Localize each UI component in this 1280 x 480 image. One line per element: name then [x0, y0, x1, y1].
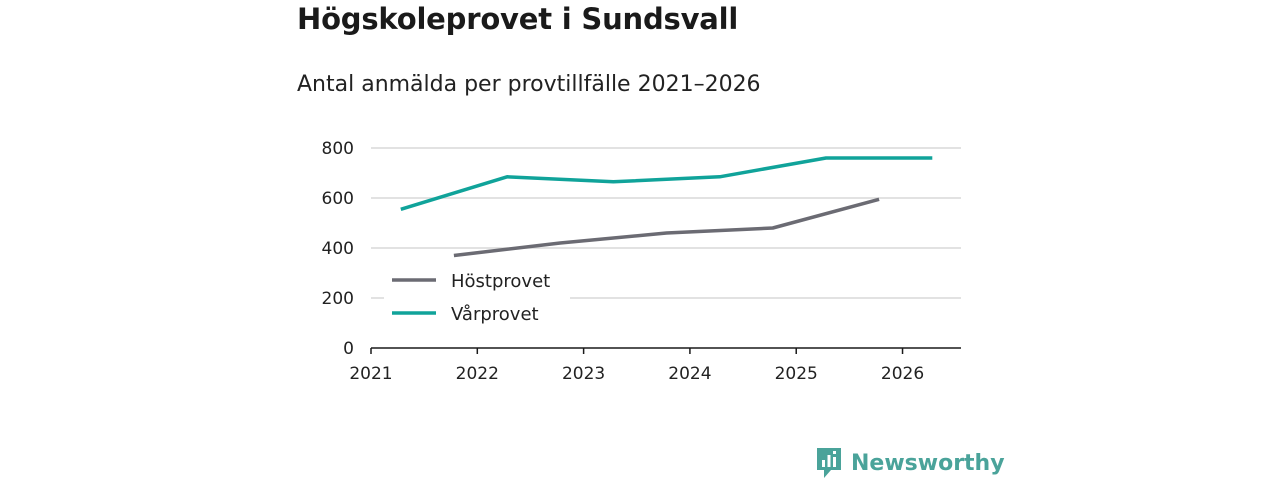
legend-background — [384, 263, 570, 335]
x-tick-label: 2025 — [775, 364, 818, 384]
y-tick-label: 0 — [343, 339, 354, 359]
x-axis-tick-labels: 2021 2022 2023 2024 2025 2026 — [349, 364, 924, 384]
y-axis-tick-labels: 0 200 400 600 800 — [322, 139, 354, 359]
brand-name: Newsworthy — [851, 450, 1005, 476]
legend-label: Vårprovet — [451, 304, 539, 325]
y-tick-label: 200 — [322, 289, 354, 309]
legend: Höstprovet Vårprovet — [384, 263, 570, 335]
x-axis — [370, 347, 961, 354]
legend-label: Höstprovet — [451, 271, 550, 292]
brand-logo: Newsworthy — [815, 446, 1005, 480]
x-tick-label: 2024 — [668, 364, 711, 384]
chart-subtitle: Antal anmälda per provtillfälle 2021–202… — [297, 72, 761, 97]
x-tick-label: 2026 — [881, 364, 924, 384]
newsworthy-logo-icon — [817, 448, 841, 478]
series-lines — [400, 156, 933, 258]
y-tick-label: 400 — [322, 239, 354, 259]
y-tick-label: 800 — [322, 139, 354, 159]
x-tick-label: 2021 — [349, 364, 392, 384]
y-tick-label: 600 — [322, 189, 354, 209]
series-line-0 — [453, 197, 880, 258]
x-tick-label: 2023 — [562, 364, 605, 384]
x-tick-label: 2022 — [456, 364, 499, 384]
chart-title: Högskoleprovet i Sundsvall — [297, 2, 739, 36]
series-line-1 — [400, 156, 933, 211]
